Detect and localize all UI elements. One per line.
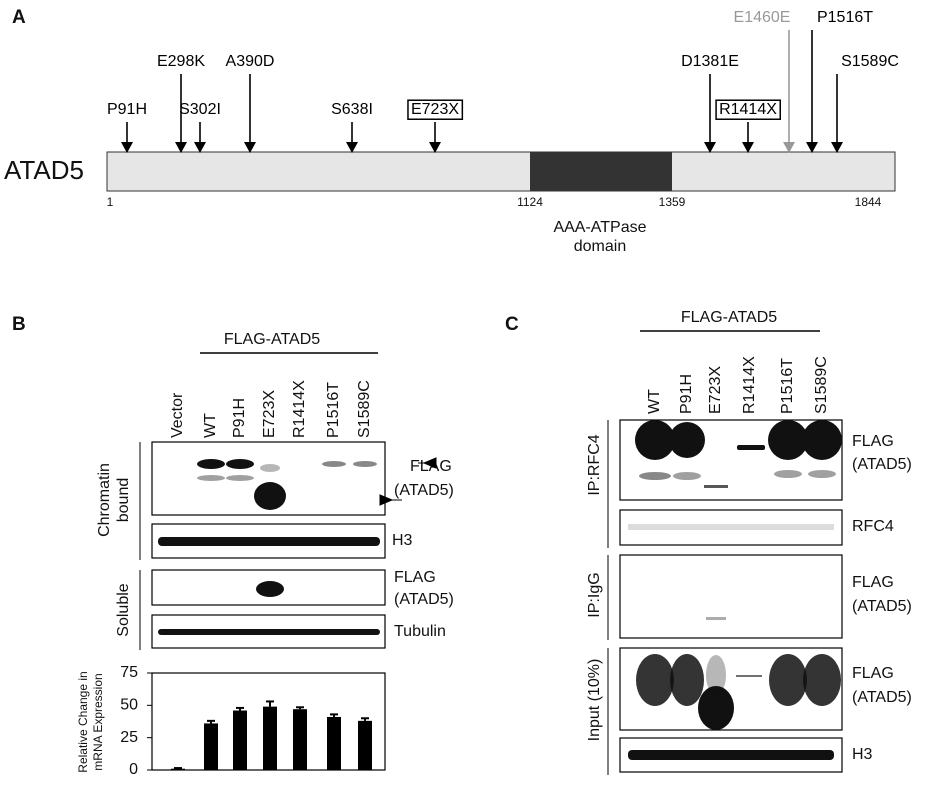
bands — [628, 420, 842, 760]
lane-label: P91H — [231, 398, 248, 438]
blot-label: FLAG — [852, 665, 894, 682]
mutation-arrowhead — [783, 142, 795, 153]
mutation-arrowhead — [346, 142, 358, 153]
mutation-label: P91H — [107, 101, 147, 118]
y-axis-label: Relative Change in — [76, 671, 90, 772]
arrow — [418, 457, 437, 469]
side-label: Input (10%) — [586, 659, 603, 742]
bar — [204, 723, 218, 770]
mutation-label: A390D — [226, 53, 275, 70]
blot-label: (ATAD5) — [852, 598, 912, 615]
mutation-label: R1414X — [719, 101, 777, 118]
mutation-arrowhead — [831, 142, 843, 153]
mutation-label: S1589C — [841, 53, 899, 70]
lane-label: S1589C — [813, 356, 830, 414]
side-label: IP:IgG — [586, 572, 603, 617]
side-label: bound — [115, 478, 132, 523]
lane-label: WT — [646, 389, 663, 414]
blot-label: (ATAD5) — [394, 591, 454, 608]
lane-label: P1516T — [779, 358, 796, 414]
blot-label: H3 — [392, 532, 413, 549]
panel-label: C — [505, 314, 519, 335]
mutation-arrowhead — [175, 142, 187, 153]
mutation-label: S638I — [331, 101, 373, 118]
mutation-arrowhead — [742, 142, 754, 153]
y-tick-label: 0 — [129, 761, 138, 778]
position: 1 — [107, 195, 114, 209]
y-tick-label: 75 — [120, 664, 138, 681]
side-label: IP:RFC4 — [586, 434, 603, 495]
blot-label: RFC4 — [852, 518, 894, 535]
lane-labels: WT P91H E723X R1414X P1516T S1589C — [646, 356, 830, 414]
blot-label: FLAG — [394, 569, 436, 586]
lane-label: Vector — [169, 392, 186, 438]
mutation-label: S302I — [179, 101, 221, 118]
lane-label: R1414X — [291, 380, 308, 438]
bar — [171, 768, 185, 770]
protein-bar — [106, 151, 896, 192]
domain-label: AAA-ATPase — [553, 219, 646, 236]
bar-chart: 0 25 50 75 — [120, 664, 372, 778]
header: FLAG-ATAD5 — [224, 331, 320, 348]
lane-label: P1516T — [325, 382, 342, 438]
y-axis-label: mRNA Expression — [91, 673, 105, 770]
mutation-label: P1516T — [817, 9, 873, 26]
side-label: Chromatin — [96, 463, 113, 537]
lane-label: S1589C — [356, 380, 373, 438]
bar — [263, 706, 277, 770]
position: 1124 — [517, 195, 543, 209]
lane-label: E723X — [707, 366, 724, 414]
position: 1844 — [855, 195, 882, 209]
side-label: Soluble — [115, 583, 132, 636]
bar — [358, 720, 372, 770]
lane-label: E723X — [261, 390, 278, 438]
header: FLAG-ATAD5 — [681, 309, 777, 326]
lane-label: WT — [202, 413, 219, 438]
position: 1359 — [659, 195, 686, 209]
blot-label: (ATAD5) — [852, 689, 912, 706]
mutation-arrowhead — [429, 142, 441, 153]
blot — [619, 509, 843, 546]
blot-label: (ATAD5) — [852, 456, 912, 473]
bar — [233, 710, 247, 770]
mutation-label: E298K — [157, 53, 205, 70]
lane-label: P91H — [678, 374, 695, 414]
mutations: P91H E298K S302I A390D S638I E723X D1381E R1414… — [107, 9, 899, 153]
y-tick-label: 50 — [120, 697, 138, 714]
mutation-label: D1381E — [681, 53, 739, 70]
domain-label: domain — [574, 238, 626, 255]
mutation-arrowhead — [244, 142, 256, 153]
mutation-arrowhead — [704, 142, 716, 153]
y-tick-label: 25 — [120, 729, 138, 746]
panel-label: A — [12, 7, 26, 28]
bar — [327, 716, 341, 770]
lane-labels: Vector WT P91H E723X R1414X P1516T S1589C — [169, 380, 373, 438]
arrow — [379, 494, 402, 506]
bands — [158, 459, 380, 635]
mutation-label: E723X — [411, 101, 459, 118]
mutation-arrowhead — [194, 142, 206, 153]
blot-label: FLAG — [852, 433, 894, 450]
mutation-arrowhead — [121, 142, 133, 153]
blot-label: Tubulin — [394, 623, 446, 640]
protein-name: ATAD5 — [4, 155, 84, 185]
blot-label: H3 — [852, 746, 873, 763]
panel-label: B — [12, 314, 26, 335]
blot-label: FLAG — [852, 574, 894, 591]
mutation-label: E1460E — [734, 9, 791, 26]
mutation-arrowhead — [806, 142, 818, 153]
bar — [293, 709, 307, 770]
mutation-box — [715, 99, 781, 120]
mutation-box — [407, 99, 464, 120]
blot — [619, 554, 843, 639]
blot-label: (ATAD5) — [394, 482, 454, 499]
blot-label: FLAG — [410, 458, 452, 475]
atpase-domain — [530, 152, 672, 191]
lane-label: R1414X — [741, 356, 758, 414]
